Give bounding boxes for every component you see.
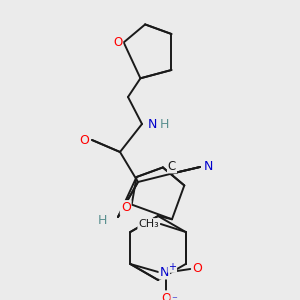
Text: ⁻: ⁻ [171, 295, 177, 300]
Text: CH₃: CH₃ [138, 219, 159, 229]
Text: +: + [168, 262, 176, 272]
Text: O: O [121, 201, 130, 214]
Text: N: N [147, 118, 157, 130]
Text: O: O [161, 292, 171, 300]
Text: N: N [160, 266, 169, 278]
Text: O: O [113, 36, 122, 49]
Text: O: O [192, 262, 202, 275]
Text: N: N [203, 160, 213, 173]
Text: C: C [168, 160, 176, 172]
Text: H: H [159, 118, 169, 130]
Text: H: H [97, 214, 107, 227]
Text: O: O [79, 134, 89, 146]
